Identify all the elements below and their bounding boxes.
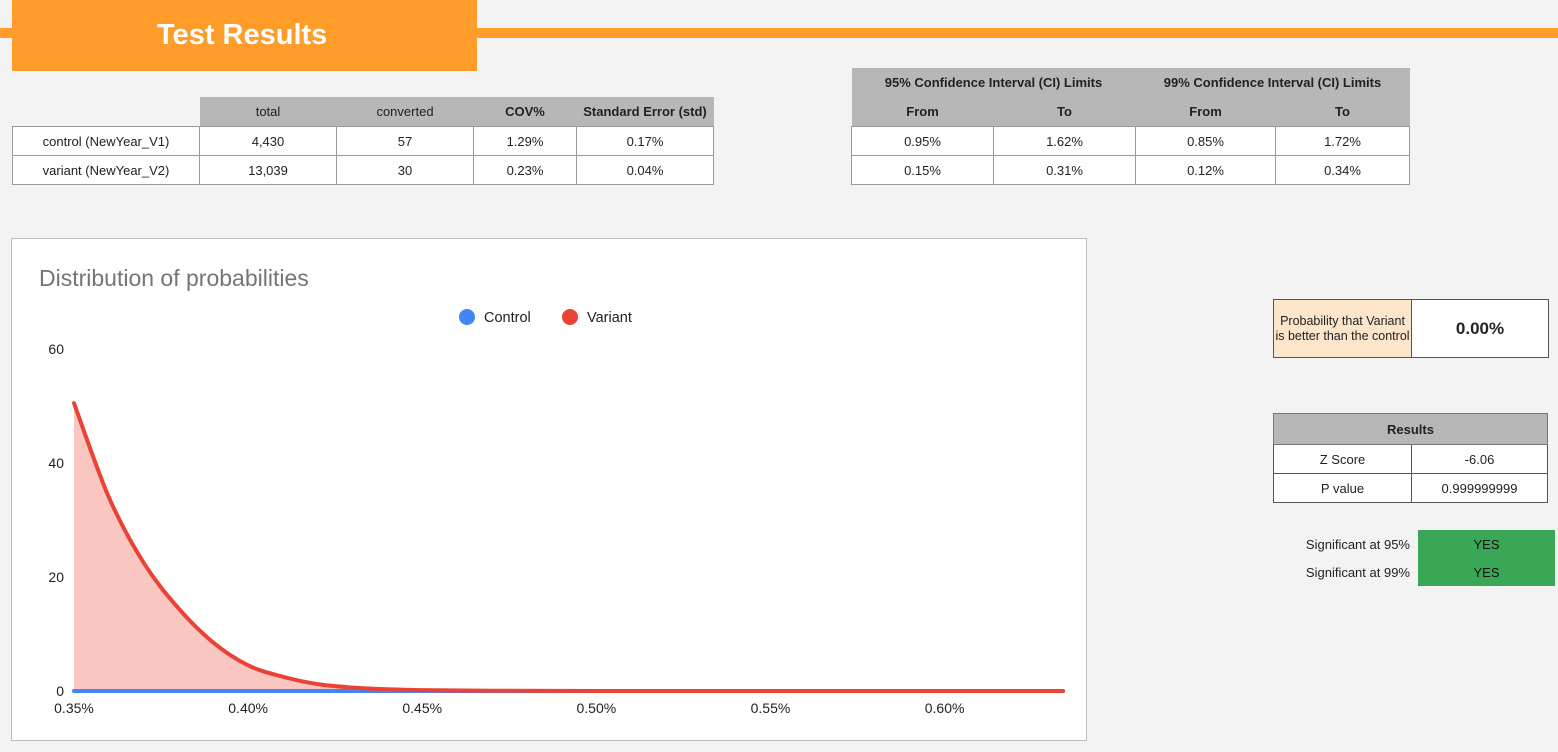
table-cell: 0.34% xyxy=(1275,155,1410,185)
table-cell: variant (NewYear_V2) xyxy=(12,155,200,185)
table-row: control (NewYear_V1) 4,430 57 1.29% 0.17… xyxy=(12,126,714,156)
table-cell: 57 xyxy=(336,126,474,156)
table-header: COV% xyxy=(473,97,577,127)
results-value: -6.06 xyxy=(1411,444,1548,474)
y-tick-label: 60 xyxy=(48,341,64,357)
significance-label: Significant at 99% xyxy=(1305,564,1410,580)
y-tick-label: 20 xyxy=(48,569,64,585)
results-header: Results xyxy=(1273,413,1548,445)
significance-table: Significant at 95% YES Significant at 99… xyxy=(1273,530,1555,586)
ci-sub-header: From xyxy=(1135,97,1276,127)
chart-canvas: 0 20 40 60 0.35% 0.40% 0.45% 0.50% 0.55% 0.60% Con… xyxy=(48,309,1065,716)
confidence-interval-table: 95% Confidence Interval (CI) Limits 99% … xyxy=(851,68,1410,185)
legend-label-control: Control xyxy=(484,310,531,326)
table-cell: 0.31% xyxy=(993,155,1136,185)
table-cell: 4,430 xyxy=(199,126,337,156)
results-value: 0.999999999 xyxy=(1411,473,1548,503)
table-cell: 0.17% xyxy=(576,126,714,156)
series-variant-line xyxy=(72,401,1065,694)
table-row: variant (NewYear_V2) 13,039 30 0.23% 0.0… xyxy=(12,155,714,185)
table-cell: 0.15% xyxy=(851,155,994,185)
ci-group-header-95: 95% Confidence Interval (CI) Limits xyxy=(851,68,1136,97)
table-row: Z Score -6.06 xyxy=(1273,444,1548,474)
table-cell: 0.95% xyxy=(851,126,994,156)
x-tick-label: 0.50% xyxy=(577,700,617,716)
table-header: total xyxy=(199,97,337,127)
distribution-chart: 0 20 40 60 0.35% 0.40% 0.45% 0.50% 0.55% 0.60% Con… xyxy=(11,238,1087,741)
ci-sub-header: To xyxy=(993,97,1136,127)
chart-title: Distribution of probabilities xyxy=(39,265,309,291)
table-row: P value 0.999999999 xyxy=(1273,473,1548,503)
legend-marker-variant xyxy=(562,309,578,325)
ci-group-header-99: 99% Confidence Interval (CI) Limits xyxy=(1135,68,1410,97)
x-tick-label: 0.60% xyxy=(925,700,965,716)
table-header: converted xyxy=(336,97,474,127)
table-cell: 0.12% xyxy=(1135,155,1276,185)
table-cell: 13,039 xyxy=(199,155,337,185)
legend-label-variant: Variant xyxy=(587,310,632,326)
x-tick-label: 0.40% xyxy=(228,700,268,716)
y-tick-label: 0 xyxy=(56,683,64,699)
legend-marker-control xyxy=(459,309,475,325)
x-tick-label: 0.35% xyxy=(54,700,94,716)
probability-box: Probability that Variant is better than … xyxy=(1273,299,1549,358)
table-row: Significant at 99% YES xyxy=(1273,558,1555,586)
results-table: Results Z Score -6.06 P value 0.99999999… xyxy=(1273,413,1548,503)
significance-badge: YES xyxy=(1418,530,1555,558)
table-cell: 0.85% xyxy=(1135,126,1276,156)
probability-value: 0.00% xyxy=(1411,299,1549,358)
table-cell: 1.72% xyxy=(1275,126,1410,156)
series-variant-area xyxy=(74,403,1063,692)
significance-label: Significant at 95% xyxy=(1305,536,1410,552)
results-label: P value xyxy=(1273,473,1412,503)
table-row: 0.15% 0.31% 0.12% 0.34% xyxy=(851,155,1410,185)
table-cell: 1.29% xyxy=(473,126,577,156)
table-header xyxy=(13,97,200,127)
table-cell: 0.23% xyxy=(473,155,577,185)
table-row: Significant at 95% YES xyxy=(1273,530,1555,558)
header-bar xyxy=(0,28,1558,38)
table-cell: 1.62% xyxy=(993,126,1136,156)
results-label: Z Score xyxy=(1273,444,1412,474)
x-tick-label: 0.45% xyxy=(402,700,442,716)
table-cell: 0.04% xyxy=(576,155,714,185)
table-row: 0.95% 1.62% 0.85% 1.72% xyxy=(851,126,1410,156)
ci-sub-header: To xyxy=(1275,97,1410,127)
probability-label: Probability that Variant is better than … xyxy=(1273,299,1412,358)
x-tick-label: 0.55% xyxy=(751,700,791,716)
y-tick-label: 40 xyxy=(48,455,64,471)
significance-badge: YES xyxy=(1418,558,1555,586)
table-header: Standard Error (std) xyxy=(576,97,714,127)
ci-sub-header: From xyxy=(851,97,994,127)
table-cell: control (NewYear_V1) xyxy=(12,126,200,156)
table-cell: 30 xyxy=(336,155,474,185)
page-title: Test Results xyxy=(12,0,477,71)
stats-table: total converted COV% Standard Error (std… xyxy=(12,97,714,185)
